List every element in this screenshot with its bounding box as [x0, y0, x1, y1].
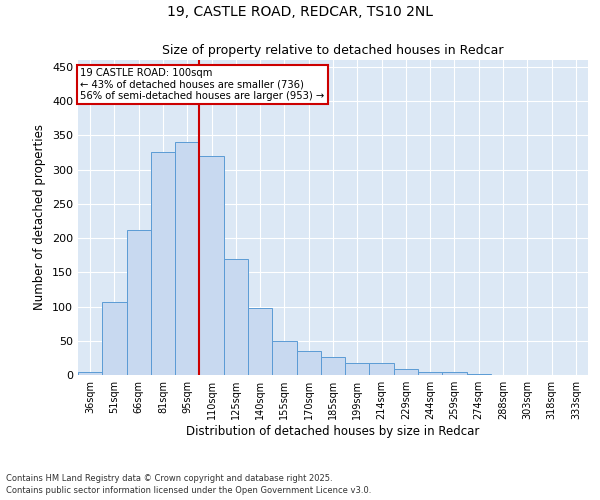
Bar: [248, 308, 272, 375]
Bar: [151, 152, 175, 375]
Bar: [78, 372, 102, 375]
Bar: [102, 302, 127, 375]
Bar: [296, 351, 321, 375]
Bar: [394, 369, 418, 375]
Bar: [321, 356, 345, 375]
Bar: [370, 364, 394, 375]
Text: Contains HM Land Registry data © Crown copyright and database right 2025.
Contai: Contains HM Land Registry data © Crown c…: [6, 474, 371, 495]
Bar: [345, 364, 370, 375]
X-axis label: Distribution of detached houses by size in Redcar: Distribution of detached houses by size …: [187, 425, 479, 438]
Bar: [127, 230, 151, 375]
Text: 19, CASTLE ROAD, REDCAR, TS10 2NL: 19, CASTLE ROAD, REDCAR, TS10 2NL: [167, 5, 433, 19]
Text: 19 CASTLE ROAD: 100sqm
← 43% of detached houses are smaller (736)
56% of semi-de: 19 CASTLE ROAD: 100sqm ← 43% of detached…: [80, 68, 325, 102]
Bar: [442, 372, 467, 375]
Bar: [224, 258, 248, 375]
Y-axis label: Number of detached properties: Number of detached properties: [34, 124, 46, 310]
Bar: [272, 341, 296, 375]
Bar: [418, 372, 442, 375]
Bar: [467, 374, 491, 375]
Bar: [199, 156, 224, 375]
Bar: [175, 142, 199, 375]
Title: Size of property relative to detached houses in Redcar: Size of property relative to detached ho…: [162, 44, 504, 58]
